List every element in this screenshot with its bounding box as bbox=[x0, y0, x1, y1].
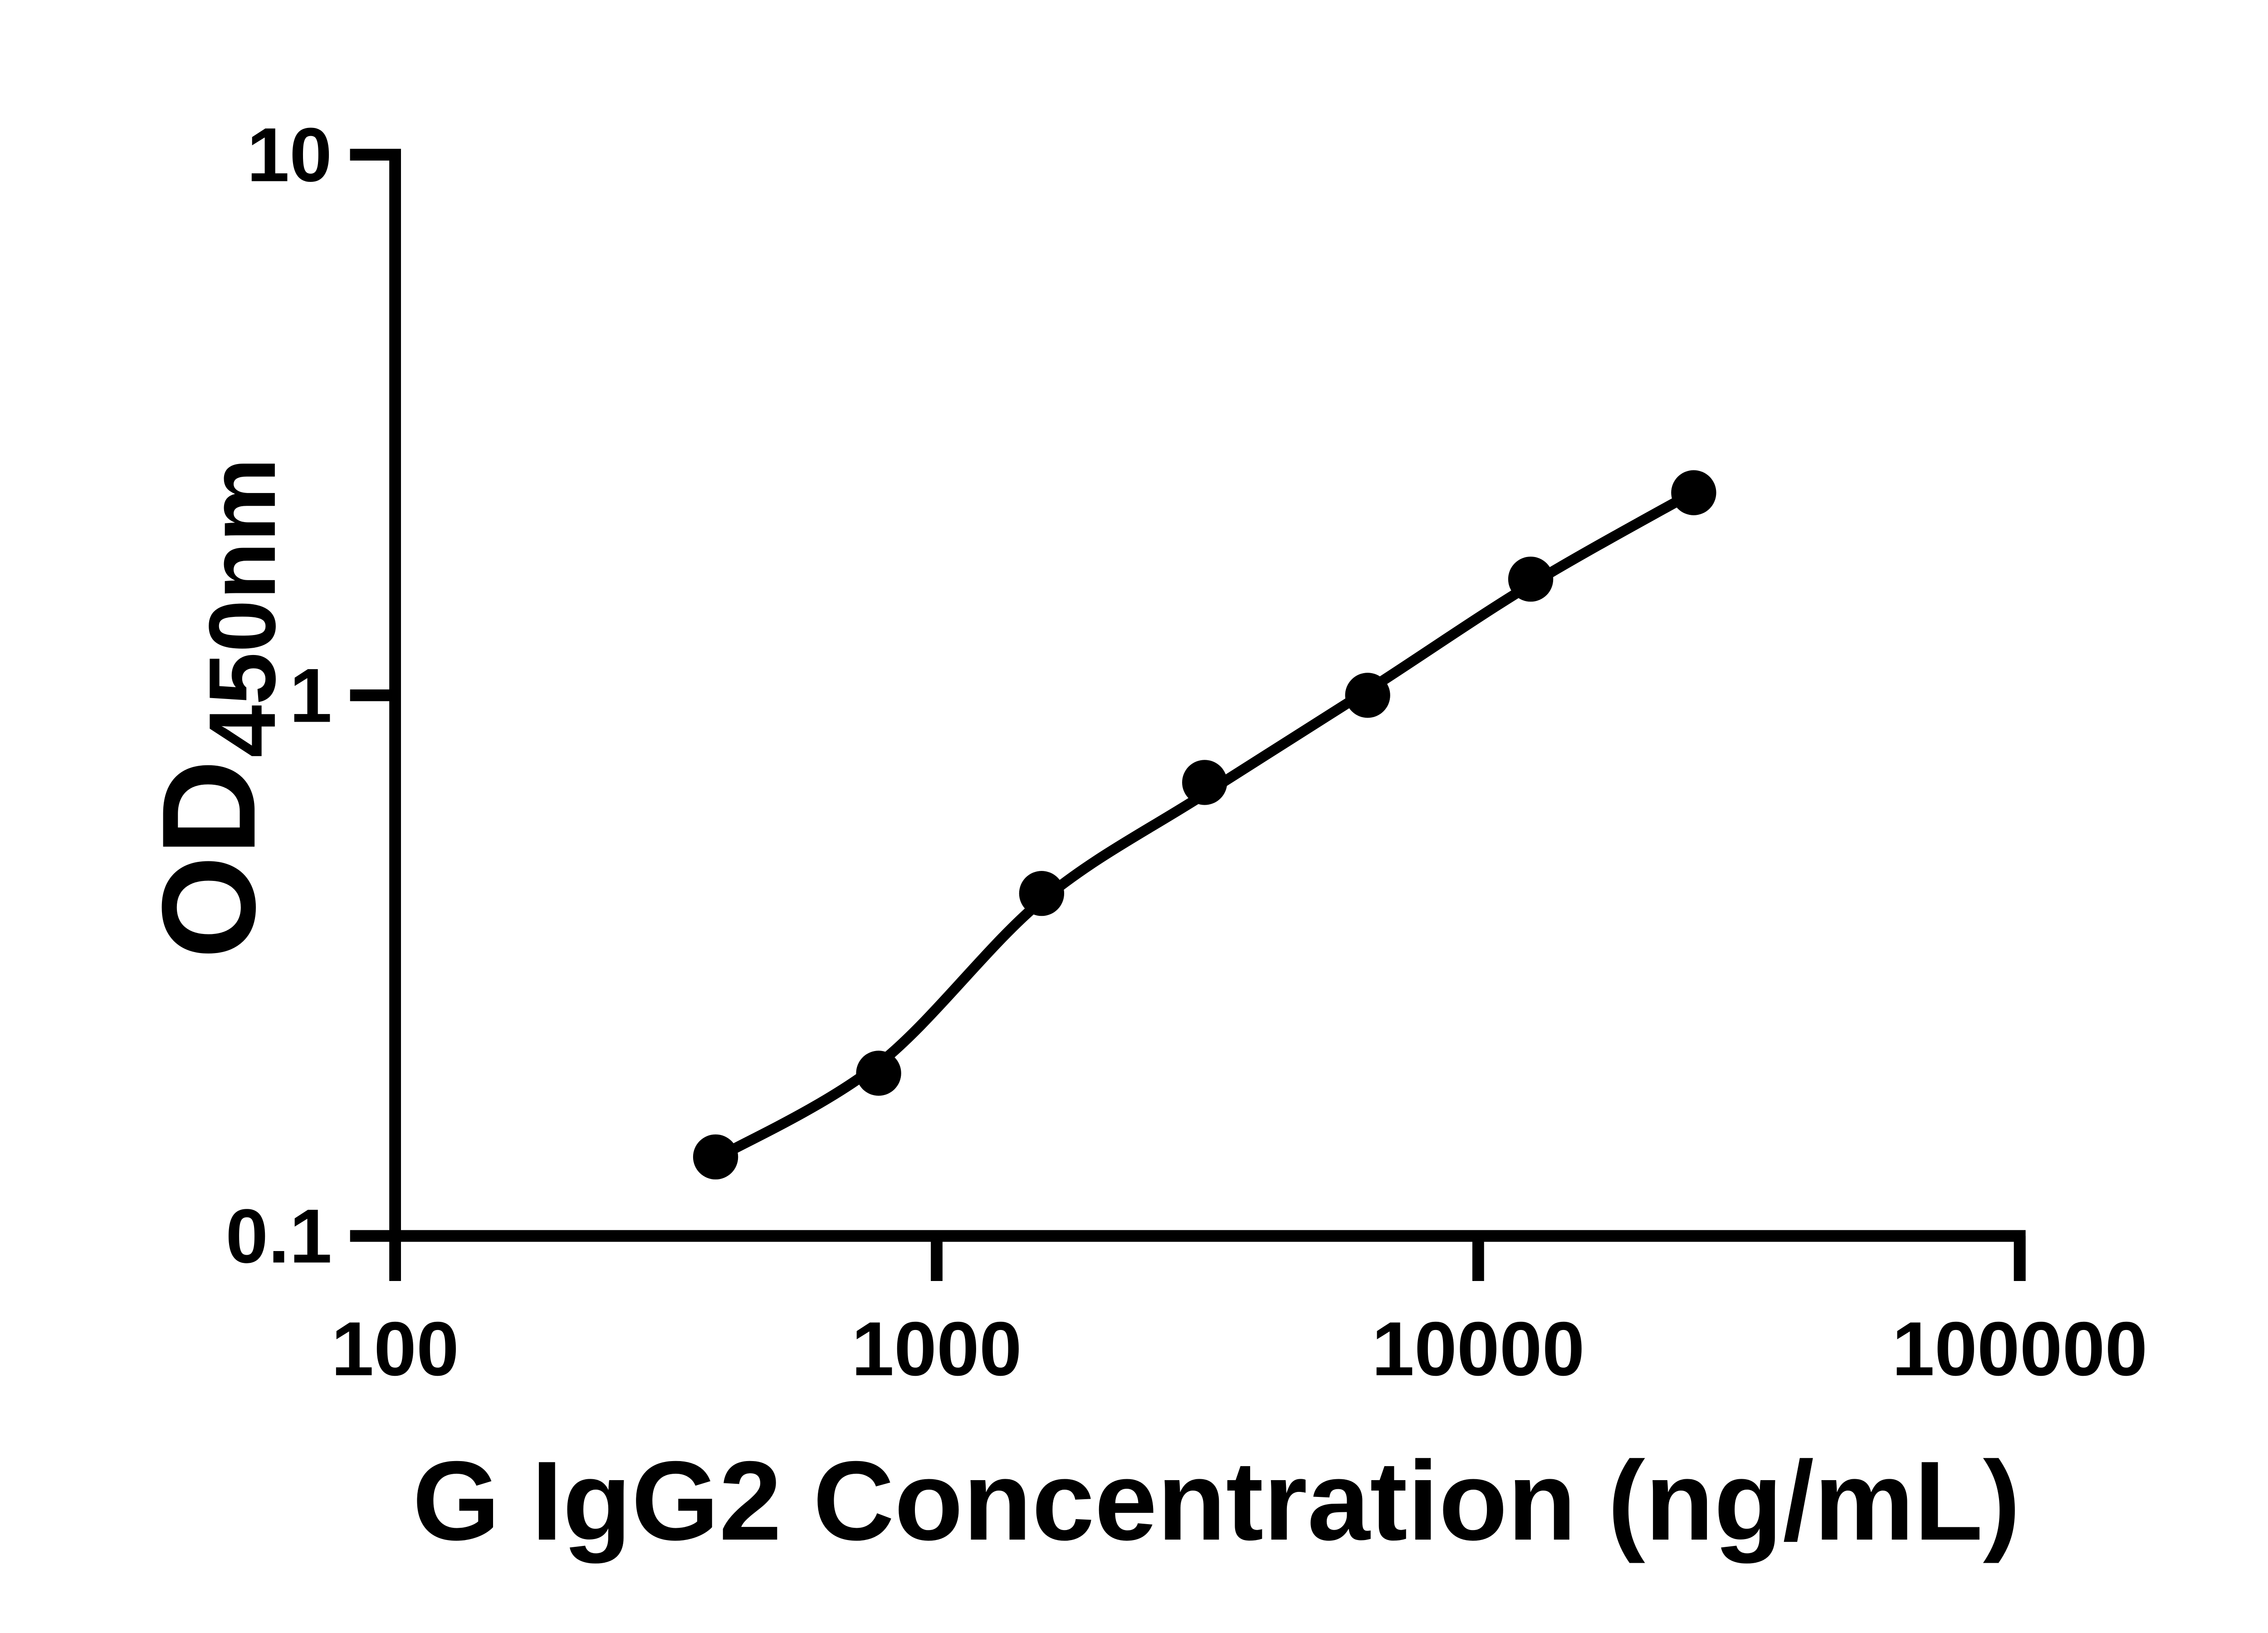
data-point bbox=[1019, 870, 1065, 916]
data-point bbox=[856, 1051, 901, 1096]
data-point bbox=[693, 1134, 738, 1180]
x-tick-label: 100000 bbox=[1892, 1306, 2147, 1392]
x-axis-title: G IgG2 Concentration (ng/mL) bbox=[412, 1437, 2020, 1564]
y-axis-title-subscript: 450nm bbox=[190, 458, 295, 758]
y-axis-title: OD 450nm bbox=[135, 458, 295, 959]
chart-background bbox=[0, 5, 2268, 1628]
x-tick-label: 1000 bbox=[851, 1306, 1022, 1392]
plot-area: 10 1 0.1 100 1000 10000 100000 bbox=[225, 112, 2147, 1391]
y-tick-label: 1 bbox=[289, 652, 332, 738]
x-tick-label: 10000 bbox=[1372, 1306, 1585, 1392]
x-tick-label: 100 bbox=[331, 1306, 459, 1392]
data-point bbox=[1508, 557, 1554, 602]
y-tick-label: 0.1 bbox=[225, 1193, 332, 1279]
y-tick-label: 10 bbox=[247, 112, 332, 197]
data-point bbox=[1345, 673, 1390, 718]
data-point bbox=[1671, 470, 1716, 515]
y-axis-title-main: OD bbox=[135, 760, 283, 959]
data-point bbox=[1182, 760, 1227, 805]
